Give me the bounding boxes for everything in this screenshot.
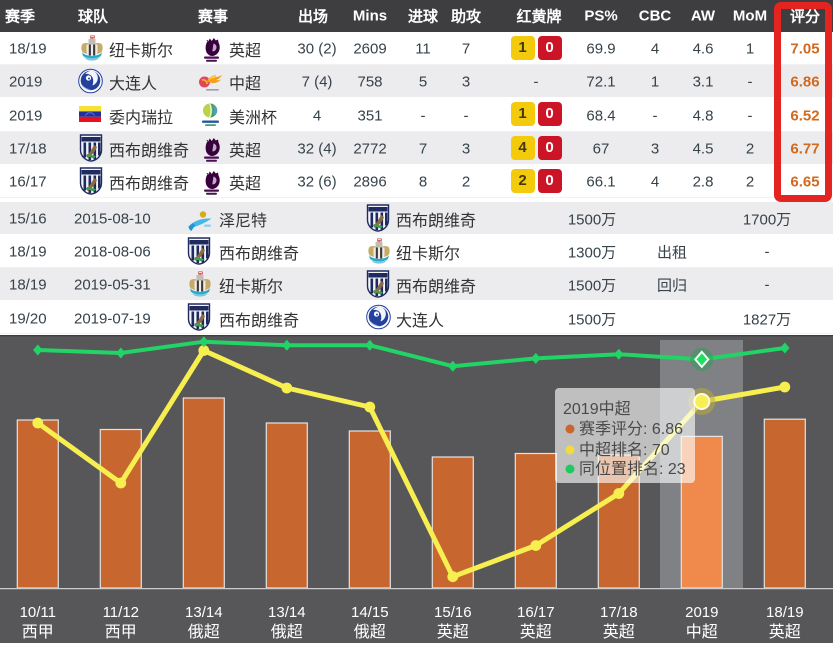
svg-text:赛季评分: 6.86: 赛季评分: 6.86 [579,419,683,438]
svg-text:14/15: 14/15 [351,604,389,621]
svg-text:俄超: 俄超 [271,623,303,641]
svg-text:18/19: 18/19 [766,604,804,621]
svg-text:英超: 英超 [520,623,552,641]
svg-text:中超排名: 70: 中超排名: 70 [579,441,670,459]
svg-text:英超: 英超 [437,623,469,641]
svg-text:俄超: 俄超 [354,623,386,641]
svg-text:西甲: 西甲 [105,624,137,641]
svg-text:同位置排名: 23: 同位置排名: 23 [579,460,686,478]
svg-text:西甲: 西甲 [22,624,54,641]
svg-text:13/14: 13/14 [268,604,306,621]
svg-text:英超: 英超 [769,623,801,641]
svg-text:11/12: 11/12 [103,604,139,621]
svg-text:2019: 2019 [685,604,718,621]
svg-text:中超: 中超 [686,623,718,641]
svg-text:俄超: 俄超 [188,623,220,641]
svg-text:2019中超: 2019中超 [563,400,631,418]
svg-text:13/14: 13/14 [185,604,223,621]
svg-text:10/11: 10/11 [20,604,56,621]
svg-text:17/18: 17/18 [600,604,638,621]
svg-text:16/17: 16/17 [517,604,555,621]
svg-text:15/16: 15/16 [434,604,472,621]
svg-text:英超: 英超 [603,623,635,641]
